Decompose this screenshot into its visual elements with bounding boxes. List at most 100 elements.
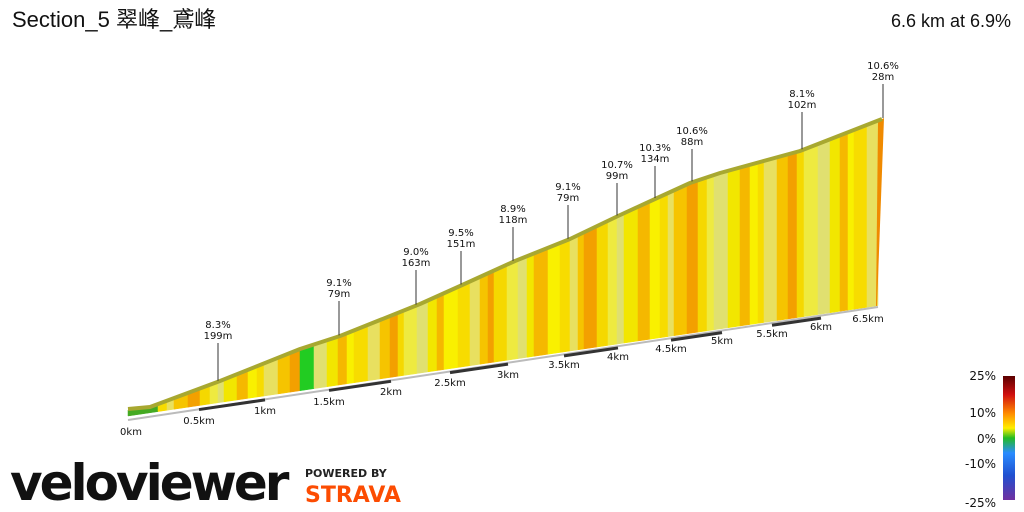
grade-stripe: [443, 287, 459, 370]
grade-stripe: [569, 235, 579, 352]
distance-label: 4km: [607, 352, 629, 363]
grade-stripe: [847, 130, 855, 311]
grade-stripe: [517, 256, 528, 359]
powered-by: POWERED BY: [305, 467, 388, 480]
grade-stripe: [277, 353, 291, 395]
km-bar: [670, 331, 723, 342]
legend-label: -10%: [965, 457, 996, 471]
annotation-grade: 8.3%: [205, 320, 230, 331]
grade-stripe: [817, 139, 831, 315]
annotation-grade: 8.9%: [500, 204, 525, 215]
legend-label: 0%: [977, 432, 996, 446]
distance-label: 5.5km: [756, 329, 787, 340]
grade-stripe: [697, 177, 708, 333]
grade-stripe: [389, 313, 399, 378]
grade-stripe: [839, 132, 849, 312]
grade-stripe: [217, 380, 225, 404]
grade-stripe: [353, 325, 369, 384]
grade-stripe: [829, 136, 841, 314]
grade-stripe: [479, 273, 489, 365]
title: Section_5 翠峰_鳶峰: [12, 7, 216, 32]
grade-stripe: [757, 161, 765, 324]
grade-stripe: [739, 165, 751, 327]
distance-label: 2km: [380, 387, 402, 398]
km-bar: [449, 362, 509, 375]
grade-stripe: [686, 180, 699, 335]
grade-stripe: [337, 333, 348, 386]
distance-label: 5km: [711, 336, 733, 347]
grade-stripe: [397, 311, 405, 377]
grade-stripe: [803, 144, 819, 317]
distance-label: 1km: [254, 406, 276, 417]
grade-stripe: [796, 150, 805, 318]
annotation-length: 163m: [402, 258, 431, 269]
distance-label: 1.5km: [313, 397, 344, 408]
legend-label: -25%: [965, 496, 996, 510]
grade-stripe: [469, 277, 481, 366]
annotation-grade: 9.5%: [448, 228, 473, 239]
grade-stripe: [493, 265, 508, 363]
distance-label: 3.5km: [548, 360, 579, 371]
grade-stripe: [559, 239, 571, 353]
grade-stripe: [256, 364, 265, 398]
grade-stripe: [596, 221, 609, 348]
annotation-length: 79m: [557, 193, 579, 204]
grade-stripe: [727, 168, 741, 329]
grade-stripe: [403, 305, 418, 376]
annotation-length: 79m: [328, 289, 350, 300]
grade-stripe: [623, 207, 639, 344]
grade-stripe: [649, 197, 661, 340]
distance-label: 0.5km: [183, 416, 214, 427]
grade-stripe: [457, 282, 471, 368]
labels: 0km 0.5km 1km 1.5km 2km 2.5km 3km 3.5km 4km 4.5km…: [120, 61, 996, 510]
annotation-length: 102m: [788, 100, 817, 111]
grade-stripe: [299, 347, 309, 391]
grade-stripe: [787, 152, 798, 320]
grade-stripe: [307, 345, 315, 390]
strava: STRAVA: [305, 483, 401, 508]
grade-stripe: [326, 337, 339, 388]
grade-stripe: [776, 154, 789, 321]
distance-label: 6.5km: [852, 314, 883, 325]
distance-label: 2.5km: [434, 378, 465, 389]
annotation-length: 151m: [447, 239, 476, 250]
km-bar: [328, 379, 392, 392]
grade-stripe: [367, 320, 381, 381]
annotation-grade: 8.1%: [789, 89, 814, 100]
annotation-length: 199m: [204, 331, 233, 342]
annotation-grade: 9.1%: [326, 278, 351, 289]
grade-stripe: [506, 260, 519, 361]
grade-stripe: [853, 125, 868, 310]
grade-stripe: [706, 175, 715, 332]
elevation-profile: [127, 117, 884, 421]
annotation-grade: 10.3%: [639, 143, 671, 154]
km-bar: [771, 316, 822, 327]
annotation-grade: 9.0%: [403, 247, 428, 258]
annotation-length: 99m: [606, 171, 628, 182]
grade-stripe: [607, 217, 618, 346]
grade-stripe: [749, 163, 759, 325]
grade-legend-bar: [1003, 376, 1015, 500]
grade-stripe: [763, 157, 778, 323]
distance-label: 6km: [810, 322, 832, 333]
annotation-grade: 9.1%: [555, 182, 580, 193]
grade-stripe: [526, 254, 535, 358]
grade-stripe: [436, 293, 445, 371]
legend-label: 10%: [969, 406, 996, 420]
logo: veloviewer: [10, 454, 290, 512]
profile-edge: [127, 117, 883, 411]
grade-stripe: [487, 271, 495, 364]
annotation-length: 118m: [499, 215, 528, 226]
km-bar: [563, 346, 619, 358]
annotation-length: 134m: [641, 154, 670, 165]
grade-stripe: [289, 349, 301, 393]
grade-stripe: [583, 226, 598, 350]
annotation-length: 88m: [681, 137, 703, 148]
grade-stripe: [313, 340, 328, 389]
grade-stripe: [659, 193, 669, 339]
summary: 6.6 km at 6.9%: [891, 11, 1011, 31]
km-bar: [198, 398, 266, 412]
annotation-grade: 10.7%: [601, 160, 633, 171]
distance-label: 3km: [497, 370, 519, 381]
